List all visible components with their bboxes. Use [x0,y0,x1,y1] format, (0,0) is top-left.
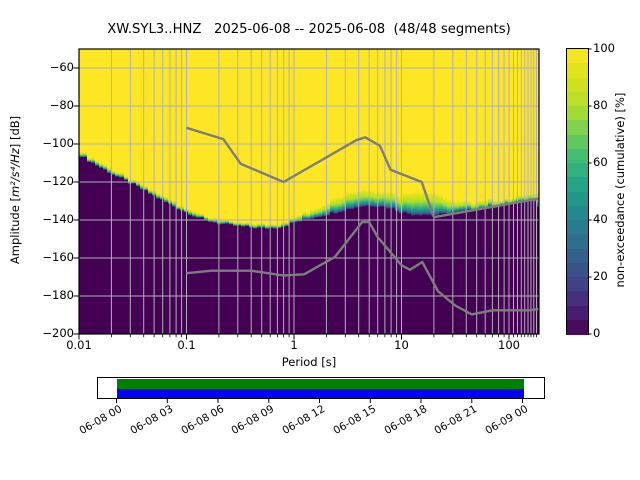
ppsd-heatmap [79,49,539,334]
colorbar-tick-label: 60 [593,155,608,169]
timeline-tick-label: 06-08 03 [128,403,176,438]
colorbar-label: non-exceedance (cumulative) [%] [613,92,627,288]
colorbar-tick-label: 20 [593,269,608,283]
colorbar-step [567,277,588,292]
y-axis-label-suffix: ] [dB] [8,115,22,149]
colorbar-step [567,220,588,235]
timeline-tick-label: 06-08 06 [179,403,226,438]
colorbar-step [567,291,588,306]
colorbar-step [567,234,588,249]
colorbar-tick-label: 100 [593,41,615,55]
x-tick-label: 0.01 [66,338,92,352]
x-tick-label: 10 [394,338,409,352]
colorbar-step [567,63,588,78]
y-axis-label-units: m²/s⁴/Hz [8,148,22,198]
colorbar-step [567,91,588,107]
colorbar-step [567,248,588,264]
y-tick-label: −120 [42,174,74,188]
x-axis-label: Period [s] [281,355,337,369]
colorbar-tick-label: 80 [593,98,608,112]
y-tick-label: −180 [42,288,74,302]
colorbar-step [567,106,588,121]
y-tick-label: −100 [42,136,74,150]
colorbar-step [567,305,588,321]
x-tick-label: 1 [290,338,298,352]
x-tick-label: 0.1 [177,338,196,352]
colorbar-step [567,148,588,164]
y-tick-label: −160 [42,250,74,264]
y-tick-label: −80 [49,98,74,112]
colorbar-step [567,134,588,150]
timeline-coverage-bar [97,377,545,399]
colorbar-step [567,163,588,178]
timeline-data-availability [117,388,524,398]
timeline-tick-label: 06-08 21 [432,403,480,438]
colorbar-step [567,120,588,135]
timeline-tick-label: 06-08 00 [77,403,125,438]
colorbar-step [567,191,588,207]
colorbar-step [567,262,588,278]
colorbar-step [567,177,588,192]
colorbar-tick-label: 40 [593,212,608,226]
colorbar [566,48,589,335]
x-tick-label: 100 [498,338,520,352]
colorbar-step [567,77,588,93]
timeline-tick-label: 06-08 18 [382,403,429,438]
timeline-tick-label: 06-08 15 [331,403,379,438]
y-tick-label: −140 [42,212,74,226]
timeline-tick-label: 06-09 00 [483,403,531,438]
ppsd-period-bin [536,49,539,334]
y-axis-label-prefix: Amplitude [ [8,197,22,265]
colorbar-step [567,319,588,335]
timeline-tick-label: 06-08 09 [229,403,277,438]
y-axis-label: Amplitude [m²/s⁴/Hz] [dB] [8,59,22,321]
timeline-segment-coverage [117,378,524,389]
timeline-tick-label: 06-08 12 [280,403,328,438]
plot-title: XW.SYL3..HNZ 2025-06-08 -- 2025-06-08 (4… [107,22,511,37]
colorbar-tick-label: 0 [593,326,601,340]
colorbar-step [567,205,588,221]
y-tick-label: −200 [42,326,74,340]
y-tick-label: −60 [49,60,74,74]
colorbar-step [567,49,588,64]
